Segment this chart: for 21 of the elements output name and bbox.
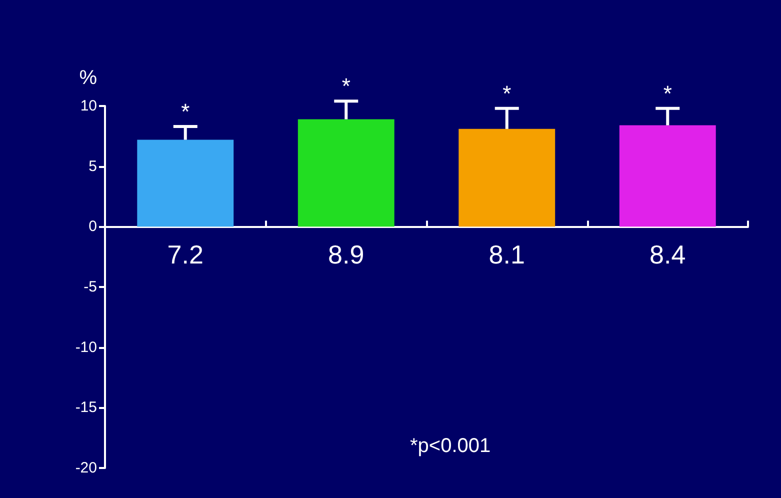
y-tick-label: 5 [88,158,97,175]
data-label: 7.2 [167,240,204,270]
bar [298,119,394,227]
y-axis-title: % [79,67,98,89]
bar [458,128,556,227]
data-label: 8.1 [488,240,525,270]
y-tick-label: -15 [75,399,97,416]
text: * [502,80,512,106]
data-label: 8.9 [328,240,364,270]
y-tick-label: 10 [80,98,97,114]
annotation: *p<0.001 [410,435,491,457]
annotation: * [181,99,190,124]
bar [137,140,234,227]
text: * [663,80,672,106]
y-tick-label: 0 [88,218,97,236]
bar [619,125,716,227]
y-tick-label: -10 [75,338,97,356]
data-label: 8.4 [650,240,686,270]
y-tick-label: -20 [75,460,97,476]
y-tick-label: -5 [84,278,97,296]
text: * [342,74,351,99]
